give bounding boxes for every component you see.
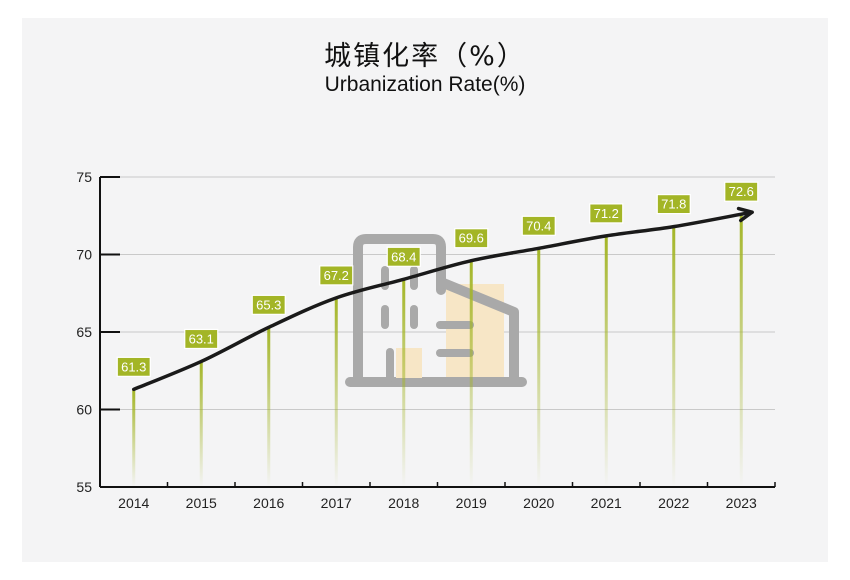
- x-tick-label: 2014: [118, 495, 149, 511]
- chart-title: 城镇化率（%）: [324, 41, 526, 72]
- x-tick-label: 2016: [253, 495, 284, 511]
- x-tick-label: 2015: [186, 495, 217, 511]
- value-stem: [334, 297, 338, 487]
- data-label-box: [251, 294, 286, 315]
- trend-line-path: [132, 210, 754, 392]
- value-stem: [604, 235, 608, 487]
- data-label-box: [184, 328, 219, 350]
- data-label: 68.4: [391, 249, 416, 264]
- data-label: 65.3: [256, 297, 281, 312]
- chart-subtitle: Urbanization Rate(%): [324, 73, 526, 96]
- y-tick-label: 70: [76, 247, 92, 263]
- data-label-box: [319, 265, 354, 286]
- data-label: 61.3: [121, 359, 146, 374]
- data-label-box: [454, 228, 489, 249]
- y-tick-label: 65: [76, 324, 92, 340]
- data-label-box: [386, 246, 421, 267]
- data-label: 69.6: [459, 231, 484, 246]
- data-label: 67.2: [324, 268, 349, 283]
- value-stem: [537, 248, 541, 487]
- data-label: 70.4: [526, 218, 551, 233]
- value-stem: [672, 226, 676, 487]
- y-tick-label: 60: [76, 402, 92, 418]
- data-label-box: [724, 181, 759, 202]
- value-stem: [739, 214, 743, 487]
- data-label: 71.2: [594, 206, 619, 221]
- trend-arrowhead: [736, 206, 754, 223]
- value-stem: [402, 279, 406, 487]
- x-tick-label: 2021: [591, 495, 622, 511]
- data-label: 72.6: [729, 184, 754, 199]
- data-label-box: [521, 215, 556, 236]
- data-label-box: [116, 356, 151, 377]
- data-labels: 61.3 63.1 65.3 67.2 68.4 69.6 70.4 71.2 71.8 72.6: [116, 181, 759, 377]
- value-stem: [469, 260, 473, 487]
- x-tick-label: 2018: [388, 495, 419, 511]
- building-icon: [345, 234, 527, 387]
- y-tick-label: 55: [76, 479, 92, 495]
- value-stem: [267, 327, 271, 487]
- y-tick-label: 75: [76, 169, 92, 185]
- data-label: 63.1: [189, 331, 214, 346]
- x-tick-label: 2022: [658, 495, 689, 511]
- value-stem: [132, 389, 136, 487]
- value-stems: [132, 214, 743, 487]
- data-label-box: [656, 194, 691, 215]
- trend-line: [132, 206, 754, 392]
- x-tick-label: 2023: [726, 495, 757, 511]
- chart-panel: [22, 18, 828, 562]
- data-label: 71.8: [661, 197, 686, 212]
- x-tick-label: 2020: [523, 495, 554, 511]
- x-tick-label: 2019: [456, 495, 487, 511]
- value-stem: [199, 361, 203, 487]
- x-tick-label: 2017: [321, 495, 352, 511]
- data-label-box: [589, 203, 624, 224]
- axes: 55 60 65 70 75 2014 2015 2016 2017 2018 2019 2020 20…: [76, 169, 776, 511]
